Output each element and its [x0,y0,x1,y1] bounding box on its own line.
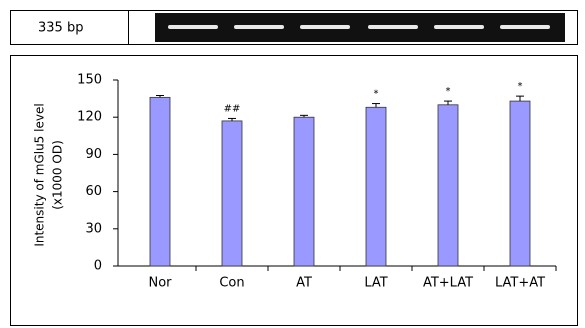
x-tick-label: Nor [148,276,172,291]
y-tick-label: 30 [85,221,102,236]
bar [366,107,386,266]
gel-label: 335 bp [38,21,83,36]
annotation: * [446,86,451,97]
figure: 335 bp Intensity of mGlu5 level (x1000 O… [0,0,585,328]
y-label-line: (x1000 OD) [51,140,65,210]
chart: 335 bp Intensity of mGlu5 level (x1000 O… [0,0,585,328]
x-tick-label: Con [219,276,244,291]
x-tick-label: LAT+AT [495,276,545,291]
y-tick-label: 90 [85,147,102,162]
y-tick-label: 120 [77,110,102,125]
bar [150,97,170,266]
annotation: ## [224,103,241,114]
x-tick-label: AT [296,276,312,291]
x-tick-label: LAT [364,276,387,291]
y-tick-label: 0 [94,259,102,274]
x-tick-label: AT+LAT [423,276,473,291]
bar [510,101,530,266]
y-label-line: Intensity of mGlu5 level [33,103,47,246]
annotation: * [518,81,523,92]
annotation: * [374,89,379,100]
bar [294,117,314,266]
y-tick-label: 150 [77,73,102,88]
bar [222,121,242,266]
bar [438,105,458,266]
y-tick-label: 60 [85,184,102,199]
